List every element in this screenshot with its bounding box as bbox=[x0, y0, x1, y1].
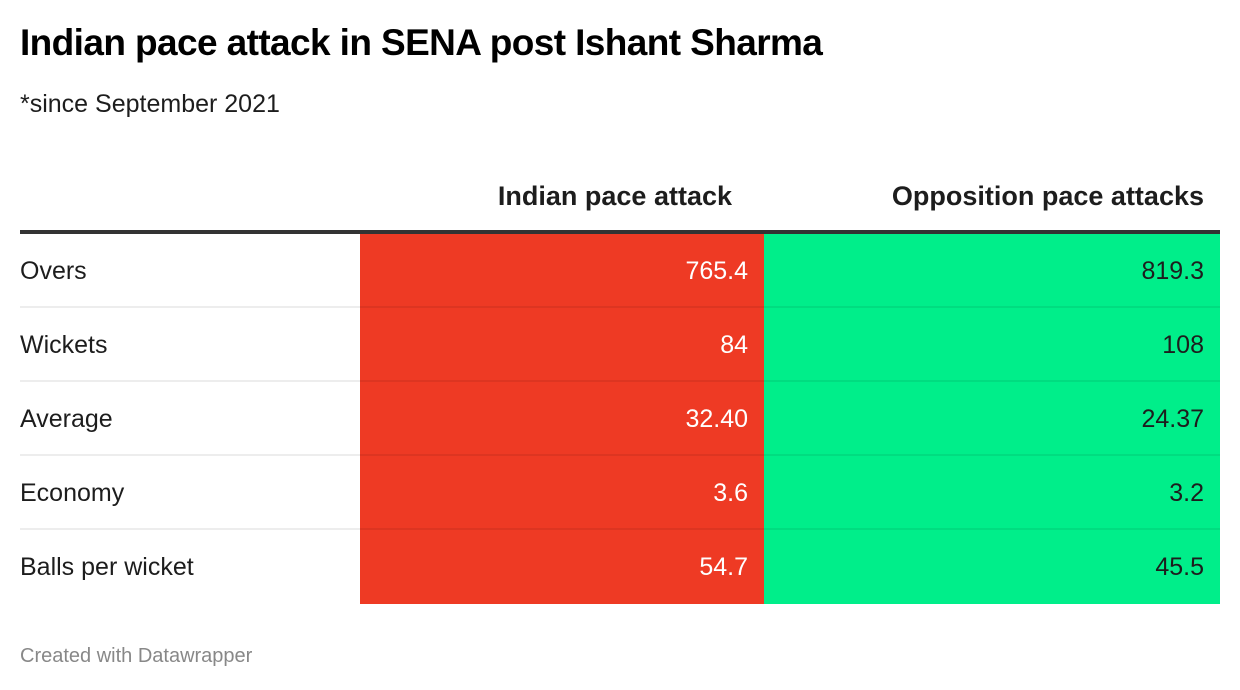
chart-subtitle: *since September 2021 bbox=[20, 90, 280, 118]
cell-indian-pace-attack: 32.40 bbox=[360, 382, 764, 456]
credit-text: Created with Datawrapper bbox=[20, 645, 253, 667]
row-label: Economy bbox=[20, 479, 125, 507]
row-divider bbox=[20, 454, 1220, 456]
table-row: Balls per wicket 54.7 45.5 bbox=[20, 530, 1220, 604]
chart-title: Indian pace attack in SENA post Ishant S… bbox=[20, 22, 823, 63]
cell-indian-pace-attack: 3.6 bbox=[360, 456, 764, 530]
cell-opposition-pace-attacks: 45.5 bbox=[764, 530, 1220, 604]
row-label: Balls per wicket bbox=[20, 553, 194, 581]
table-row: Overs 765.4 819.3 bbox=[20, 234, 1220, 308]
cell-opposition-pace-attacks: 3.2 bbox=[764, 456, 1220, 530]
cell-indian-pace-attack: 84 bbox=[360, 308, 764, 382]
table-body: Overs 765.4 819.3 Wickets 84 108 Average 32.40 2… bbox=[20, 234, 1220, 604]
table-row: Average 32.40 24.37 bbox=[20, 382, 1220, 456]
column-header-opposition-pace-attacks: Opposition pace attacks bbox=[891, 181, 1204, 211]
cell-indian-pace-attack: 765.4 bbox=[360, 234, 764, 308]
cell-indian-pace-attack: 54.7 bbox=[360, 530, 764, 604]
row-label: Wickets bbox=[20, 331, 108, 359]
stats-table: Indian pace attack Opposition pace attac… bbox=[20, 170, 1220, 604]
cell-opposition-pace-attacks: 819.3 bbox=[764, 234, 1220, 308]
cell-opposition-pace-attacks: 108 bbox=[764, 308, 1220, 382]
table-row: Wickets 84 108 bbox=[20, 308, 1220, 382]
column-header-indian-pace-attack: Indian pace attack bbox=[497, 181, 732, 211]
table-row: Economy 3.6 3.2 bbox=[20, 456, 1220, 530]
row-label: Average bbox=[20, 405, 113, 433]
row-divider bbox=[20, 380, 1220, 382]
cell-opposition-pace-attacks: 24.37 bbox=[764, 382, 1220, 456]
row-label: Overs bbox=[20, 257, 87, 285]
row-divider bbox=[20, 528, 1220, 530]
row-divider bbox=[20, 306, 1220, 308]
table-header: Indian pace attack Opposition pace attac… bbox=[20, 170, 1220, 234]
